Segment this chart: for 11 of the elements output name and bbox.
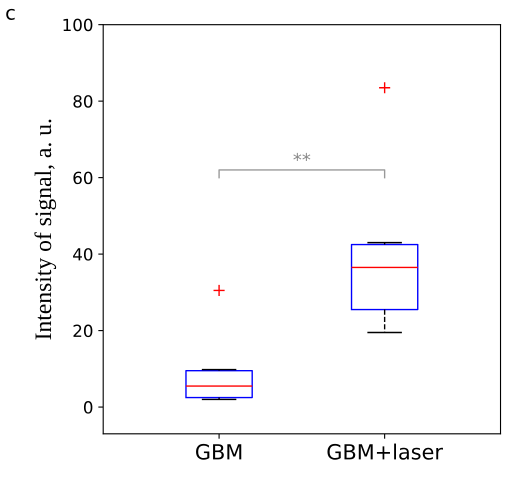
y-tick-label: 0 [84,401,92,414]
annotation: ** [293,152,310,162]
y-tick-label: 40 [73,248,92,261]
y-tick-label: 80 [73,95,92,108]
y-tick-label: 60 [73,172,92,184]
x-tick-label: GBM+laser [327,444,443,460]
text: c [6,8,15,20]
y-tick-label: 20 [73,324,92,338]
y-axis-title: Intensity of signal, a. u. [34,120,56,340]
y-tick-label: 100 [63,18,92,32]
x-tick-label: GBM [196,444,242,460]
